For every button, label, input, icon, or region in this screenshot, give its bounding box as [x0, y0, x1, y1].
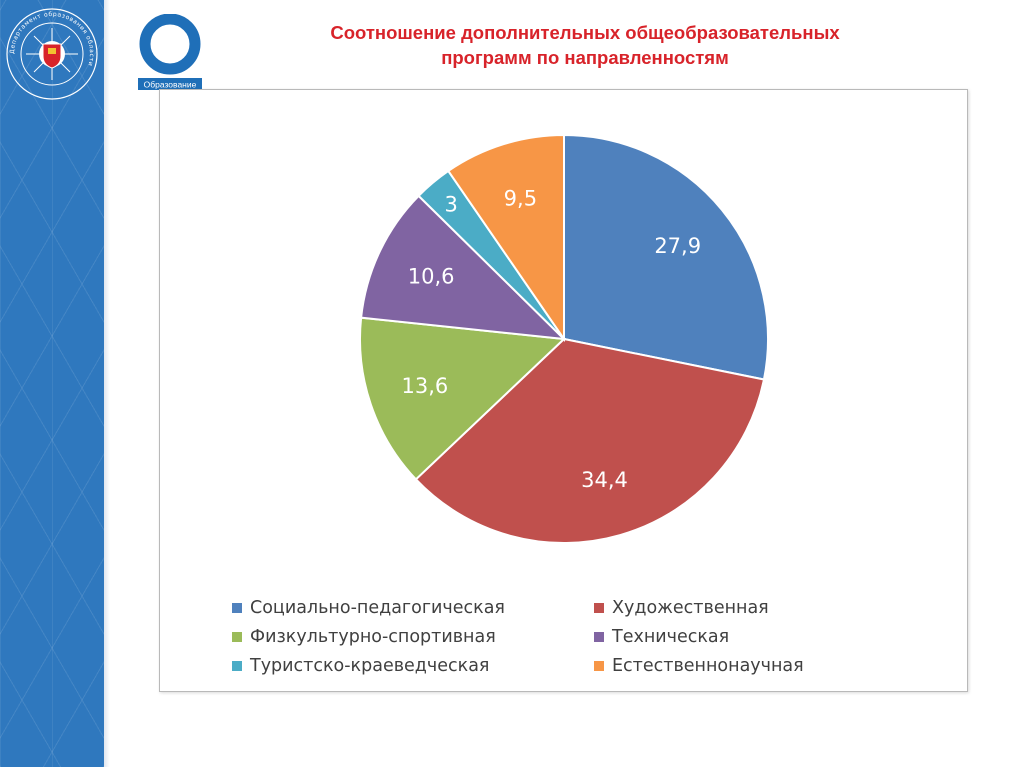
legend-swatch-3: [594, 632, 604, 642]
legend-item-1: Художественная: [594, 598, 769, 618]
legend-swatch-1: [594, 603, 604, 613]
slide-title-line-2: программ по направленностям: [441, 47, 729, 68]
legend-item-0: Социально-педагогическая: [232, 598, 505, 618]
legend-label-5: Естественнонаучная: [612, 656, 804, 676]
department-seal-icon: Департамент образования области: [6, 8, 98, 100]
slide-title-line-1: Соотношение дополнительных общеобразоват…: [330, 22, 840, 43]
legend-label-3: Техническая: [612, 627, 730, 647]
education-logo: Образование: [138, 14, 202, 90]
pie-data-label-4: 3: [445, 193, 458, 217]
pie-data-label-1: 34,4: [581, 468, 628, 492]
pie-data-label-3: 10,6: [408, 264, 455, 288]
legend-label-1: Художественная: [612, 598, 769, 618]
pie-slice-5: [446, 133, 565, 343]
slide-title: Соотношение дополнительных общеобразоват…: [230, 20, 940, 70]
pie-slice-1: [414, 337, 766, 544]
pie-data-label-0: 27,9: [654, 234, 701, 258]
legend-swatch-4: [232, 661, 242, 671]
chart-frame: 27,9 34,4 13,6 10,6 3 9,5 Социально-педагогич…: [159, 89, 968, 692]
pie-data-label-5: 9,5: [504, 187, 537, 211]
legend-label-2: Физкультурно-спортивная: [250, 627, 496, 647]
legend-swatch-2: [232, 632, 242, 642]
pie-data-label-2: 13,6: [402, 374, 449, 398]
legend-item-5: Естественнонаучная: [594, 656, 804, 676]
pie-slice-0: [563, 133, 769, 381]
pie-slice-3: [360, 194, 567, 341]
legend-label-0: Социально-педагогическая: [250, 598, 505, 618]
pie-chart: 27,9 34,4 13,6 10,6 3 9,5: [359, 133, 769, 544]
legend-swatch-0: [232, 603, 242, 613]
logo-caption: Образование: [144, 80, 197, 90]
legend-swatch-5: [594, 661, 604, 671]
legend-item-3: Техническая: [594, 627, 729, 647]
pie-slice-2: [359, 316, 567, 481]
legend-item-2: Физкультурно-спортивная: [232, 627, 496, 647]
legend-label-4: Туристско-краеведческая: [250, 656, 490, 676]
education-logo-ring: [139, 14, 201, 75]
sidebar-pattern: [0, 0, 104, 767]
legend-item-4: Туристско-краеведческая: [232, 656, 489, 676]
sidebar-edge: [104, 0, 110, 767]
